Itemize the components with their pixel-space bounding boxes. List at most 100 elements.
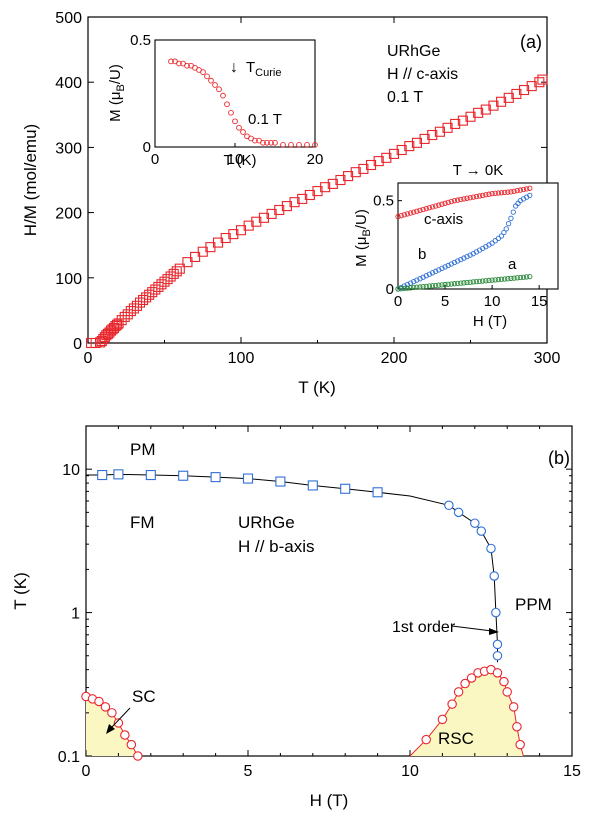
inset2-point-a xyxy=(495,276,502,283)
pm-fm-point xyxy=(275,476,286,487)
data-point xyxy=(511,88,522,99)
data-point xyxy=(411,137,423,148)
data-point xyxy=(110,320,121,332)
data-point xyxy=(182,257,193,268)
inset2-point-c-axis xyxy=(489,190,495,197)
inset2-point-b xyxy=(417,276,423,282)
panel-b-label: (b) xyxy=(548,448,570,468)
inset2-point-a xyxy=(489,277,495,283)
first-order-label: 1st order xyxy=(392,619,456,636)
data-point xyxy=(289,197,300,208)
y-tick-label: 500 xyxy=(55,10,82,27)
rsc-point xyxy=(453,687,464,697)
fm-ppm-point xyxy=(491,607,501,618)
inset2-point-b xyxy=(426,271,433,277)
inset2-point-c-axis xyxy=(454,197,461,203)
x-tick-label: 0 xyxy=(84,350,93,367)
inset-1-ylabel: M (μB/U) xyxy=(107,64,127,122)
inset-2-label-c: c-axis xyxy=(424,211,463,228)
b-x-tick-label: 5 xyxy=(244,763,253,780)
x-tick-label: 300 xyxy=(534,350,561,367)
rsc-point xyxy=(512,721,522,732)
inset1-point xyxy=(204,73,210,80)
inset2-point-c-axis xyxy=(398,213,404,219)
inset2-point-b xyxy=(414,277,420,283)
data-point xyxy=(228,229,239,240)
data-point xyxy=(388,148,400,159)
inset2-point-a xyxy=(420,283,426,290)
b-x-tick-label: 0 xyxy=(82,763,91,780)
inset2-point-a xyxy=(464,279,470,286)
data-point xyxy=(304,189,315,201)
pm-fm-point xyxy=(145,469,156,481)
pm-fm-point xyxy=(340,483,351,494)
inset2-point-b xyxy=(404,281,411,288)
inset2-point-a xyxy=(442,281,448,288)
inset2-x-tick-label: 10 xyxy=(484,293,501,310)
inset-1-xlabel: T (K) xyxy=(223,152,256,169)
data-point xyxy=(419,133,430,144)
data-point xyxy=(147,287,158,298)
first-order-arrowhead xyxy=(489,628,499,635)
data-point xyxy=(320,182,331,193)
inset2-point-a xyxy=(517,274,524,281)
inset2-point-c-axis xyxy=(486,191,492,197)
x-tick-label: 200 xyxy=(381,350,408,367)
inset2-point-c-axis xyxy=(483,192,489,198)
ppm-label: PPM xyxy=(515,595,552,614)
inset2-point-c-axis xyxy=(436,202,442,208)
inset2-point-c-axis xyxy=(514,188,520,194)
inset-2-title: T → 0K xyxy=(453,162,504,179)
inset2-point-b xyxy=(505,220,512,227)
sc-point xyxy=(100,702,111,712)
inset2-point-c-axis xyxy=(426,205,433,211)
inset2-x-tick-label: 5 xyxy=(441,293,449,310)
inset2-point-c-axis xyxy=(520,186,527,193)
inset2-point-a xyxy=(527,273,533,280)
data-point xyxy=(312,186,323,197)
rsc-point xyxy=(466,673,477,683)
rsc-point xyxy=(447,699,457,709)
inset2-point-a xyxy=(461,280,467,286)
inset2-point-c-axis xyxy=(404,211,411,217)
inset1-point xyxy=(236,124,242,131)
inset1-x-tick-label: 10 xyxy=(227,151,244,168)
panel-a-label: (a) xyxy=(520,32,542,52)
data-point xyxy=(381,152,392,163)
data-point xyxy=(526,81,537,92)
data-point xyxy=(503,92,514,103)
inset2-point-a xyxy=(473,278,480,285)
sc-point xyxy=(133,751,143,761)
inset2-point-b xyxy=(498,233,505,239)
inset2-point-c-axis xyxy=(495,190,502,196)
y-tick-label: 200 xyxy=(55,206,82,223)
data-point xyxy=(327,178,338,189)
inset2-point-b xyxy=(503,226,509,232)
inset2-point-c-axis xyxy=(445,199,451,206)
inset2-point-c-axis xyxy=(517,187,524,193)
inset2-point-c-axis xyxy=(461,196,467,202)
inset2-point-c-axis xyxy=(451,198,458,204)
inset2-point-a xyxy=(505,276,511,282)
panel-a-annot-3: 0.1 T xyxy=(387,89,423,106)
inset2-point-c-axis xyxy=(523,186,530,192)
inset2-point-b xyxy=(501,229,507,236)
inset1-x-tick-label: 20 xyxy=(307,151,324,168)
data-point xyxy=(358,163,369,174)
fm-ppm-point xyxy=(492,639,503,650)
data-point xyxy=(162,274,173,285)
data-point xyxy=(488,100,499,111)
inset2-point-a xyxy=(508,275,514,282)
inset2-point-c-axis xyxy=(458,196,464,203)
rsc-point xyxy=(437,714,448,725)
inset1-point xyxy=(228,109,234,116)
data-point xyxy=(373,156,384,167)
data-point xyxy=(442,122,453,133)
inset1-point xyxy=(212,82,218,88)
data-point xyxy=(190,251,201,262)
inset2-point-a xyxy=(423,283,429,289)
inset1-x-tick-label: 0 xyxy=(151,151,159,168)
direction-label: H // b-axis xyxy=(238,537,315,556)
